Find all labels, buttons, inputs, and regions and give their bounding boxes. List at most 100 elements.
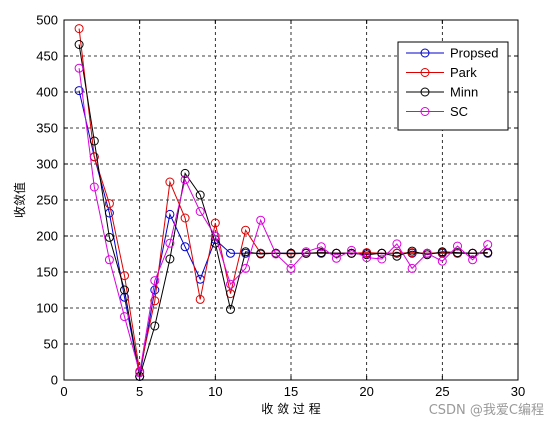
data-point-sc [241, 263, 251, 273]
data-point-minn [74, 40, 84, 49]
data-point-sc [422, 248, 432, 258]
legend-label: Park [450, 65, 477, 80]
data-point-sc [104, 255, 114, 265]
data-point-minn [165, 254, 175, 264]
data-point-minn [437, 247, 447, 257]
data-point-sc [180, 175, 190, 185]
y-tick-label: 250 [36, 193, 58, 208]
data-point-propsed [120, 292, 129, 302]
legend-item: Minn [406, 85, 478, 100]
data-point-park [392, 248, 402, 258]
data-point-minn [195, 190, 205, 200]
data-point-sc [226, 279, 235, 289]
data-point-sc [392, 239, 402, 249]
data-point-minn [150, 321, 160, 331]
y-tick-label: 300 [36, 157, 58, 172]
data-point-sc [74, 63, 84, 73]
data-point-park [195, 294, 205, 304]
x-tick-label: 20 [359, 384, 373, 399]
data-point-sc [468, 255, 478, 265]
y-tick-label: 350 [36, 121, 58, 136]
data-point-sc [362, 253, 372, 263]
y-tick-label: 450 [36, 49, 58, 64]
data-point-sc [150, 276, 160, 286]
data-point-park [362, 248, 372, 258]
legend-marker-swatch [420, 68, 430, 77]
data-point-sc [301, 247, 311, 257]
y-axis-label: 收敛值 [12, 182, 27, 218]
x-tick-label: 5 [136, 384, 143, 399]
data-point-minn [468, 248, 478, 258]
legend-marker-swatch [420, 87, 430, 97]
legend-box [397, 41, 509, 131]
data-point-minn [331, 248, 341, 258]
data-point-sc [195, 207, 205, 216]
data-point-minn [226, 304, 235, 314]
data-point-sc [453, 241, 462, 251]
data-point-park [165, 177, 175, 187]
data-point-minn [286, 248, 296, 258]
data-point-minn [256, 249, 266, 259]
data-point-sc [256, 215, 266, 225]
x-tick-label: 30 [511, 384, 525, 399]
data-point-sc [347, 245, 356, 255]
legend-marker-swatch [420, 48, 430, 58]
series-line-sc [78, 68, 489, 373]
axis-ticks: 0 5 10 15 20 25 300501001502002503003504004505… [36, 13, 525, 400]
y-tick-label: 150 [36, 265, 58, 280]
x-axis-label: 收 敛 过 程 [261, 401, 320, 416]
legend-marker-swatch [420, 107, 430, 116]
data-point-sc [286, 263, 296, 273]
data-point-park [210, 218, 220, 228]
data-point-sc [407, 263, 417, 273]
data-point-park [180, 213, 190, 223]
legend-label: Minn [450, 85, 478, 100]
data-point-minn [392, 251, 402, 261]
data-point-sc [483, 240, 493, 250]
legend-label: SC [450, 104, 468, 119]
data-point-park [150, 296, 160, 306]
data-point-sc [89, 182, 99, 192]
legend: Propsed Park Minn SC [397, 41, 509, 131]
data-point-sc [165, 238, 175, 248]
data-point-propsed [226, 248, 235, 258]
x-tick-label: 25 [435, 384, 449, 399]
data-point-sc [210, 231, 220, 241]
legend-item: Propsed [406, 46, 498, 61]
data-point-park [74, 24, 84, 34]
x-tick-label: 10 [208, 384, 222, 399]
legend-item: Park [406, 65, 477, 80]
data-point-sc [437, 256, 447, 266]
data-point-sc [271, 249, 281, 259]
data-point-sc [120, 312, 129, 322]
watermark-text: CSDN @我爱C编程 [429, 403, 544, 418]
data-point-minn [210, 238, 220, 248]
data-point-propsed [150, 285, 160, 295]
series-layer [74, 24, 493, 381]
x-tick-label: 15 [284, 384, 298, 399]
data-point-minn [180, 168, 190, 178]
data-point-minn [407, 246, 417, 256]
data-point-minn [241, 247, 251, 257]
data-point-minn [347, 248, 356, 258]
series-line-minn [78, 44, 488, 377]
series-sc [74, 63, 493, 378]
data-point-minn [316, 248, 326, 258]
legend-label: Propsed [450, 46, 498, 61]
y-tick-label: 0 [51, 373, 58, 388]
y-tick-label: 500 [36, 13, 58, 28]
data-point-sc [316, 242, 326, 252]
data-point-propsed [74, 86, 84, 96]
legend-item: SC [406, 104, 468, 119]
data-point-minn [120, 285, 129, 295]
y-tick-label: 200 [36, 229, 58, 244]
x-tick-label: 0 [60, 384, 67, 399]
data-point-minn [453, 248, 462, 258]
data-point-sc [377, 254, 387, 264]
series-minn [74, 40, 493, 381]
data-point-minn [104, 232, 114, 242]
data-point-sc [331, 253, 341, 263]
data-point-minn [362, 250, 372, 260]
